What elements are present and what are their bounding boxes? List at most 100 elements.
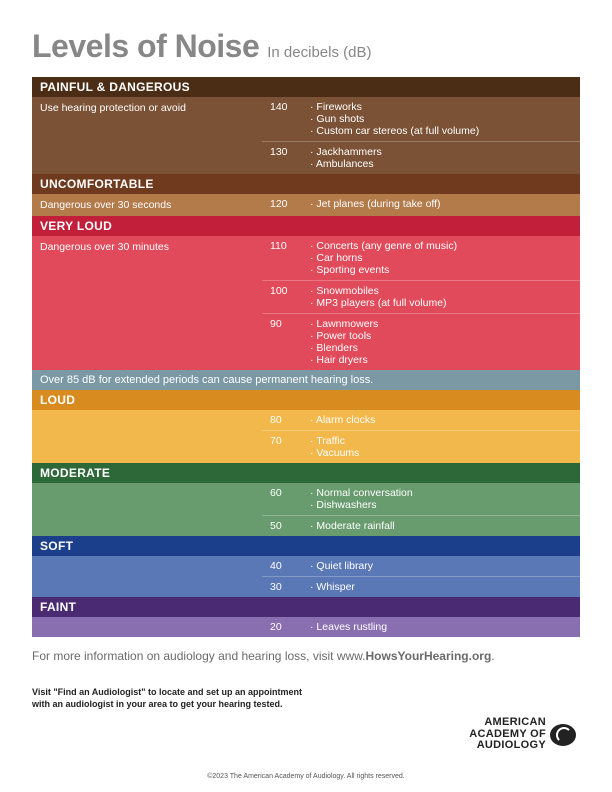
db-items: Jet planes (during take off) xyxy=(310,198,580,210)
category-header: MODERATE xyxy=(32,463,580,483)
category-block: FAINT20Leaves rustling xyxy=(32,597,580,637)
category-note: Dangerous over 30 minutes xyxy=(32,236,262,370)
db-rows: 120Jet planes (during take off) xyxy=(262,194,580,216)
db-rows: 20Leaves rustling xyxy=(262,617,580,637)
db-value: 60 xyxy=(262,487,310,511)
db-rows: 40Quiet library30Whisper xyxy=(262,556,580,597)
db-value: 50 xyxy=(262,520,310,532)
db-row: 50Moderate rainfall xyxy=(262,515,580,536)
db-item: Fireworks xyxy=(310,101,580,113)
category-body: Dangerous over 30 seconds120Jet planes (… xyxy=(32,194,580,216)
db-rows: 60Normal conversationDishwashers50Modera… xyxy=(262,483,580,536)
category-body: 80Alarm clocks 70TrafficVacuums xyxy=(32,410,580,463)
ear-icon xyxy=(550,724,576,746)
category-note xyxy=(32,556,262,597)
category-note: Dangerous over 30 seconds xyxy=(32,194,262,216)
db-item: Custom car stereos (at full volume) xyxy=(310,125,580,137)
db-value: 70 xyxy=(262,435,310,459)
category-body: Dangerous over 30 minutes110Concerts (an… xyxy=(32,236,580,370)
category-block: VERY LOUDDangerous over 30 minutes110Con… xyxy=(32,216,580,370)
db-item: MP3 players (at full volume) xyxy=(310,297,580,309)
db-item: Jet planes (during take off) xyxy=(310,198,580,210)
category-body: 60Normal conversationDishwashers50Modera… xyxy=(32,483,580,536)
db-items: Leaves rustling xyxy=(310,621,580,633)
info-link: HowsYourHearing.org xyxy=(366,649,492,663)
db-item: Moderate rainfall xyxy=(310,520,580,532)
db-row: 20Leaves rustling xyxy=(262,617,580,637)
db-row: 140FireworksGun shotsCustom car stereos … xyxy=(262,97,580,141)
category-block: LOUD80Alarm clocks70TrafficVacuums xyxy=(32,390,580,463)
db-item: Dishwashers xyxy=(310,499,580,511)
db-item: Blenders xyxy=(310,342,580,354)
category-header: FAINT xyxy=(32,597,580,617)
db-value: 130 xyxy=(262,146,310,170)
category-body: 40Quiet library30Whisper xyxy=(32,556,580,597)
db-item: Whisper xyxy=(310,581,580,593)
db-value: 20 xyxy=(262,621,310,633)
db-value: 90 xyxy=(262,318,310,366)
category-note xyxy=(32,483,262,536)
db-items: Whisper xyxy=(310,581,580,593)
info-prefix: For more information on audiology and he… xyxy=(32,649,366,663)
db-rows: 80Alarm clocks 70TrafficVacuums xyxy=(262,410,580,463)
db-items: Normal conversationDishwashers xyxy=(310,487,580,511)
db-row: 120Jet planes (during take off) xyxy=(262,194,580,214)
page-title: Levels of Noise xyxy=(32,28,259,65)
db-value: 30 xyxy=(262,581,310,593)
db-items: Moderate rainfall xyxy=(310,520,580,532)
page-subtitle: In decibels (dB) xyxy=(267,44,371,61)
db-items: FireworksGun shotsCustom car stereos (at… xyxy=(310,101,580,137)
db-item: Power tools xyxy=(310,330,580,342)
info-text: For more information on audiology and he… xyxy=(32,649,580,663)
db-row: 80Alarm clocks xyxy=(262,410,580,430)
category-note xyxy=(32,410,262,463)
db-item: Snowmobiles xyxy=(310,285,580,297)
db-value: 120 xyxy=(262,198,310,210)
db-items: Quiet library xyxy=(310,560,580,572)
db-items: LawnmowersPower toolsBlendersHair dryers xyxy=(310,318,580,366)
db-item: Alarm clocks xyxy=(310,414,580,426)
db-item: Leaves rustling xyxy=(310,621,580,633)
db-row: 60Normal conversationDishwashers xyxy=(262,483,580,515)
db-item: Ambulances xyxy=(310,158,580,170)
logo-text: AMERICAN ACADEMY OF AUDIOLOGY xyxy=(469,717,546,752)
category-note xyxy=(32,617,262,637)
db-item: Traffic xyxy=(310,435,580,447)
warning-bar: Over 85 dB for extended periods can caus… xyxy=(32,370,580,390)
db-item: Jackhammers xyxy=(310,146,580,158)
copyright: ©2023 The American Academy of Audiology.… xyxy=(0,773,612,780)
db-item: Sporting events xyxy=(310,264,580,276)
db-item: Car horns xyxy=(310,252,580,264)
db-row: 30Whisper xyxy=(262,576,580,597)
find-audiologist-note: Visit "Find an Audiologist" to locate an… xyxy=(32,687,312,710)
logo-line-3: AUDIOLOGY xyxy=(469,740,546,752)
db-items: Concerts (any genre of music)Car hornsSp… xyxy=(310,240,580,276)
category-header: UNCOMFORTABLE xyxy=(32,174,580,194)
info-suffix: . xyxy=(491,649,494,663)
category-note: Use hearing protection or avoid xyxy=(32,97,262,174)
db-item: Lawnmowers xyxy=(310,318,580,330)
db-rows: 140FireworksGun shotsCustom car stereos … xyxy=(262,97,580,174)
category-block: UNCOMFORTABLEDangerous over 30 seconds12… xyxy=(32,174,580,216)
db-row: 40Quiet library xyxy=(262,556,580,576)
category-block: PAINFUL & DANGEROUSUse hearing protectio… xyxy=(32,77,580,174)
db-item: Hair dryers xyxy=(310,354,580,366)
db-row: 90LawnmowersPower toolsBlendersHair drye… xyxy=(262,313,580,370)
db-value: 40 xyxy=(262,560,310,572)
db-items: SnowmobilesMP3 players (at full volume) xyxy=(310,285,580,309)
db-row: 110Concerts (any genre of music)Car horn… xyxy=(262,236,580,280)
category-body: 20Leaves rustling xyxy=(32,617,580,637)
category-header: PAINFUL & DANGEROUS xyxy=(32,77,580,97)
db-value: 110 xyxy=(262,240,310,276)
footer-logo: AMERICAN ACADEMY OF AUDIOLOGY xyxy=(469,717,576,752)
db-value: 140 xyxy=(262,101,310,137)
db-item: Gun shots xyxy=(310,113,580,125)
db-items: Alarm clocks xyxy=(310,414,580,426)
db-item: Concerts (any genre of music) xyxy=(310,240,580,252)
category-body: Use hearing protection or avoid140Firewo… xyxy=(32,97,580,174)
category-block: SOFT40Quiet library30Whisper xyxy=(32,536,580,597)
db-item: Vacuums xyxy=(310,447,580,459)
db-items: TrafficVacuums xyxy=(310,435,580,459)
db-row: 130JackhammersAmbulances xyxy=(262,141,580,174)
db-row: 100SnowmobilesMP3 players (at full volum… xyxy=(262,280,580,313)
